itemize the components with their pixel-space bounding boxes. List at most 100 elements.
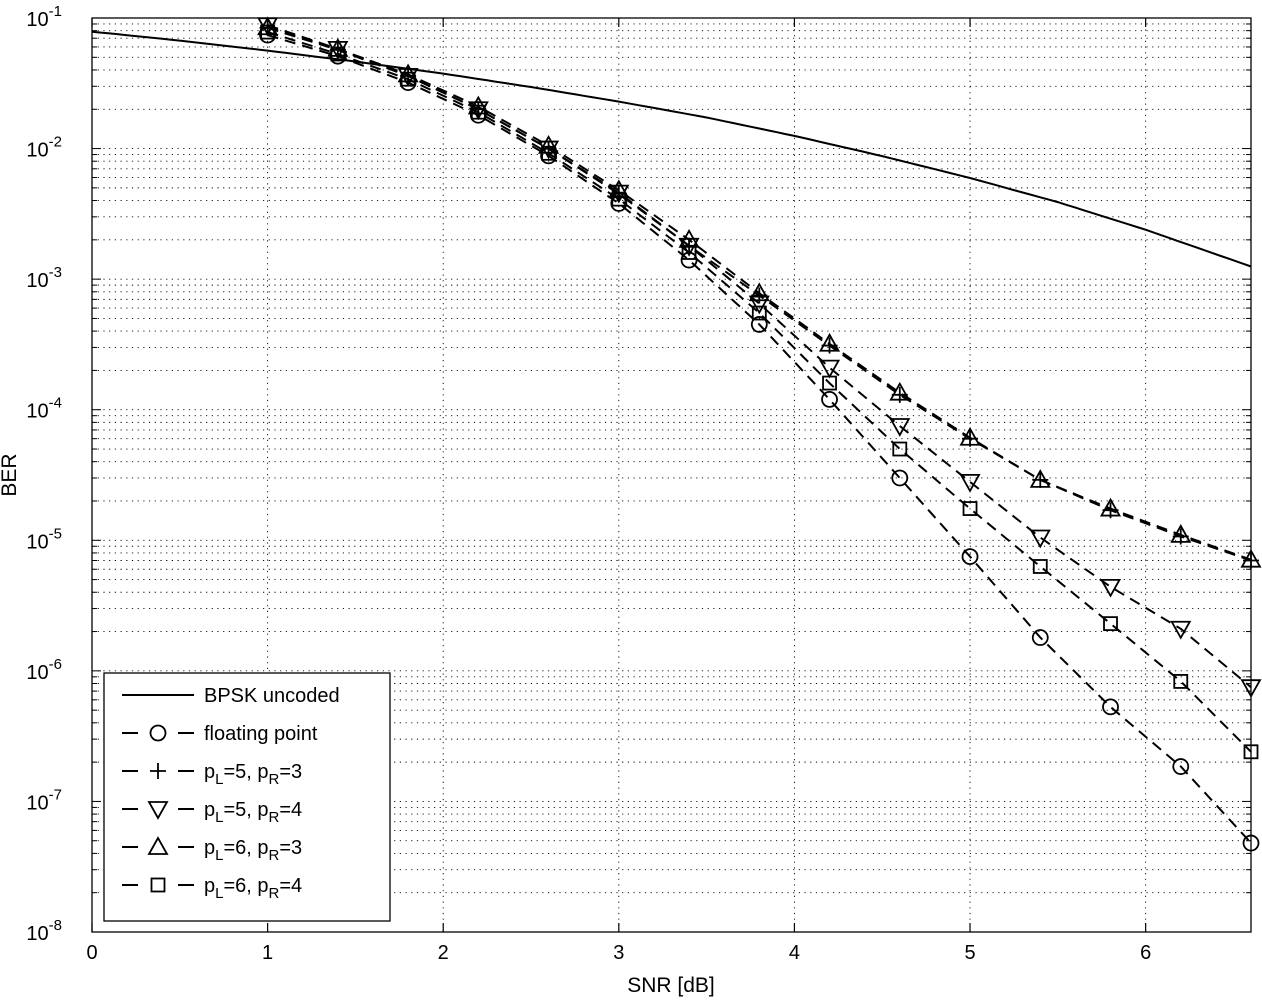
- series-line: [267, 31, 1252, 753]
- y-tick-exponent: -3: [49, 264, 62, 281]
- y-tick-exponent: -7: [49, 786, 62, 803]
- series-3: [257, 17, 1262, 699]
- data-point-circle: [1031, 629, 1049, 646]
- legend-label-subscript: R: [269, 809, 280, 826]
- y-tick-label: 10-6: [26, 656, 62, 684]
- series-5: [260, 24, 1259, 760]
- data-point-circle: [149, 724, 167, 742]
- data-point-square: [330, 46, 346, 62]
- y-tick-exponent: -8: [49, 917, 62, 934]
- legend-label-text: floating point: [204, 723, 318, 745]
- y-tick-base: 10: [26, 401, 48, 423]
- legend-entry: pL=6, pR=4: [122, 875, 302, 902]
- data-point-square: [1103, 616, 1118, 632]
- legend-label: pL=5, pR=4: [204, 799, 302, 826]
- series-line: [267, 26, 1252, 561]
- data-point-circle: [750, 316, 768, 333]
- data-point-square: [751, 305, 767, 321]
- legend-label-subscript: L: [215, 847, 223, 864]
- data-point-triangle-up: [147, 836, 169, 855]
- data-point-triangle-up: [819, 332, 841, 352]
- legend-label-text: =3: [279, 761, 302, 783]
- legend-entry: pL=5, pR=4: [122, 799, 302, 826]
- y-tick-base: 10: [26, 662, 48, 684]
- data-point-square: [681, 245, 697, 260]
- legend-label: floating point: [204, 723, 318, 745]
- data-point-triangle-up: [608, 179, 630, 199]
- data-point-triangle-up: [1170, 524, 1192, 543]
- legend-label: pL=6, pR=3: [204, 837, 302, 864]
- y-tick-exponent: -5: [49, 525, 62, 542]
- data-point-square: [400, 71, 416, 87]
- y-tick-label: 10-7: [26, 786, 62, 814]
- data-point-circle: [1172, 758, 1190, 775]
- data-point-triangle-up: [748, 282, 770, 302]
- data-point-square: [822, 375, 837, 391]
- data-point-triangle-down: [147, 801, 169, 820]
- legend-label-text: =6, p: [223, 875, 268, 897]
- data-point-square: [541, 145, 556, 161]
- data-point-triangle-up: [1029, 469, 1051, 488]
- series-line: [267, 34, 1252, 844]
- axes-frame: [91, 17, 1252, 933]
- x-tick-label: 3: [613, 942, 624, 964]
- y-tick-base: 10: [26, 923, 48, 945]
- legend-label-text: BPSK uncoded: [204, 685, 340, 707]
- y-tick-label: 10-5: [26, 525, 62, 553]
- legend-entry: pL=6, pR=3: [122, 836, 302, 864]
- series-line: [91, 30, 1252, 268]
- x-tick-label: 5: [964, 942, 975, 964]
- y-tick-base: 10: [26, 270, 48, 292]
- legend-label-text: p: [204, 799, 215, 821]
- y-tick-exponent: -4: [49, 395, 62, 412]
- legend-label-subscript: R: [269, 885, 280, 902]
- legend-label-subscript: R: [269, 771, 280, 788]
- legend-label-text: =4: [279, 875, 302, 897]
- legend-box: [103, 672, 391, 922]
- legend-label-text: p: [204, 875, 215, 897]
- data-point-triangle-up: [889, 381, 911, 401]
- data-point-triangle-down: [1170, 620, 1192, 640]
- data-point-triangle-down: [959, 474, 981, 493]
- data-point-circle: [961, 548, 979, 565]
- y-axis-label: BER: [0, 453, 21, 496]
- y-tick-base: 10: [26, 140, 48, 162]
- legend-label: pL=6, pR=4: [204, 875, 302, 902]
- legend-label-subscript: L: [215, 809, 223, 826]
- y-tick-label: 10-2: [26, 134, 62, 162]
- legend-entry: BPSK uncoded: [122, 685, 340, 707]
- data-point-square: [1173, 674, 1189, 689]
- x-axis-label: SNR [dB]: [627, 974, 715, 997]
- legend-label-subscript: R: [269, 847, 280, 864]
- legend-label-text: =3: [279, 837, 302, 859]
- data-point-square: [470, 104, 486, 120]
- y-tick-label: 10-8: [26, 917, 62, 945]
- series-layer: [91, 16, 1262, 852]
- data-point-triangle-up: [959, 426, 981, 446]
- legend-label: BPSK uncoded: [204, 685, 340, 707]
- data-point-triangle-down: [748, 295, 770, 315]
- data-point-circle: [1102, 698, 1119, 716]
- x-tick-label: 1: [262, 942, 273, 964]
- y-tick-label: 10-1: [26, 3, 62, 31]
- y-tick-base: 10: [26, 792, 48, 814]
- ticks: 0 1 2 3 4 5 610-810-710-610-510-410-310-210-1: [26, 3, 1251, 964]
- y-tick-base: 10: [26, 531, 48, 553]
- data-point-square: [892, 441, 908, 457]
- data-point-circle: [821, 390, 838, 408]
- data-point-triangle-down: [1029, 529, 1051, 549]
- series-0: [91, 30, 1252, 268]
- data-point-square: [611, 191, 627, 207]
- legend-entry: floating point: [122, 723, 318, 745]
- legend-entry: pL=5, pR=3: [122, 761, 302, 788]
- data-point-triangle-down: [889, 418, 911, 437]
- data-point-triangle-down: [608, 184, 630, 204]
- data-point-triangle-down: [1099, 578, 1122, 598]
- legend-label-text: =4: [279, 799, 302, 821]
- data-point-triangle-down: [819, 359, 841, 379]
- y-tick-exponent: -2: [49, 134, 62, 151]
- data-point-plus: [150, 763, 166, 779]
- y-tick-base: 10: [26, 9, 48, 31]
